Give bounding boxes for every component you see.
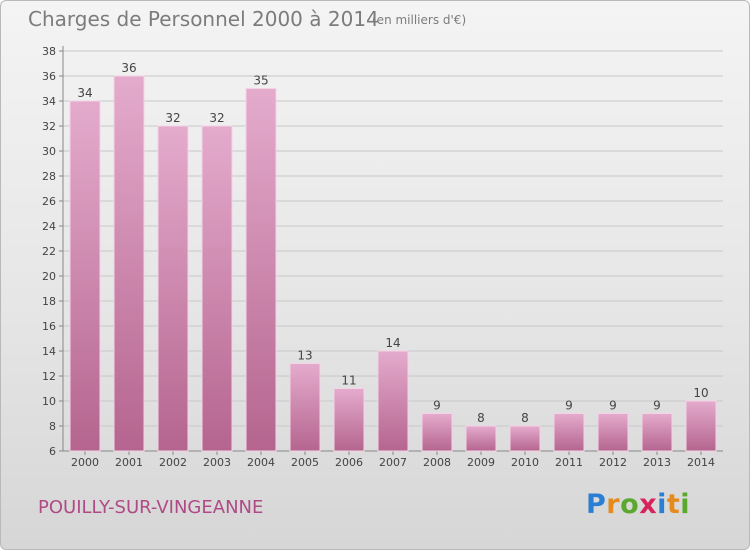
y-tick-label: 12	[42, 370, 56, 383]
x-tick-label: 2012	[599, 456, 627, 469]
bar	[245, 88, 277, 452]
y-tick-label: 36	[42, 70, 56, 83]
x-tick-label: 2007	[379, 456, 407, 469]
value-label: 9	[653, 399, 661, 413]
bar	[333, 388, 365, 452]
bar	[465, 425, 497, 452]
value-label: 9	[609, 399, 617, 413]
y-tick-label: 16	[42, 320, 56, 333]
bar	[553, 413, 585, 452]
value-label: 10	[693, 386, 708, 400]
y-tick-label: 8	[49, 420, 56, 433]
x-tick-label: 2010	[511, 456, 539, 469]
y-tick-label: 10	[42, 395, 56, 408]
value-label: 9	[433, 399, 441, 413]
bar	[685, 400, 717, 452]
value-label: 8	[477, 411, 485, 425]
bar	[421, 413, 453, 452]
value-label: 11	[341, 374, 356, 388]
bar	[289, 363, 321, 452]
value-label: 32	[165, 111, 180, 125]
value-label: 8	[521, 411, 529, 425]
y-tick-label: 20	[42, 270, 56, 283]
x-tick-label: 2006	[335, 456, 363, 469]
y-tick-label: 26	[42, 195, 56, 208]
bars	[69, 75, 717, 452]
y-tick-label: 32	[42, 120, 56, 133]
bar	[201, 125, 233, 452]
x-tick-label: 2014	[687, 456, 715, 469]
labels: 6 8 10 12 14 16 18 20 22 24 26 28 30 32 34 36 38 34 2000 36…	[42, 45, 715, 469]
bar	[641, 413, 673, 452]
x-tick-label: 2005	[291, 456, 319, 469]
x-tick-label: 2001	[115, 456, 143, 469]
logo-letter: x	[639, 489, 658, 520]
commune-name: POUILLY-SUR-VINGEANNE	[38, 497, 264, 518]
proxiti-logo: Proxiti	[586, 489, 690, 520]
logo-letter: P	[586, 489, 607, 520]
y-tick-label: 34	[42, 95, 56, 108]
y-tick-label: 24	[42, 220, 56, 233]
y-tick-label: 22	[42, 245, 56, 258]
y-tick-label: 30	[42, 145, 56, 158]
value-label: 35	[253, 74, 268, 88]
value-label: 13	[297, 349, 312, 363]
bar	[69, 100, 101, 452]
x-tick-label: 2013	[643, 456, 671, 469]
value-label: 32	[209, 111, 224, 125]
bar	[597, 413, 629, 452]
x-tick-label: 2003	[203, 456, 231, 469]
x-tick-label: 2004	[247, 456, 275, 469]
chart-title: Charges de Personnel 2000 à 2014	[28, 7, 379, 31]
y-tick-label: 28	[42, 170, 56, 183]
bar	[509, 425, 541, 452]
x-tick-label: 2008	[423, 456, 451, 469]
bar	[377, 350, 409, 452]
value-label: 36	[121, 61, 136, 75]
y-tick-label: 14	[42, 345, 56, 358]
value-label: 14	[385, 336, 400, 350]
y-tick-label: 38	[42, 45, 56, 58]
x-tick-label: 2011	[555, 456, 583, 469]
value-label: 9	[565, 399, 573, 413]
y-tick-label: 18	[42, 295, 56, 308]
value-label: 34	[77, 86, 92, 100]
logo-letter: i	[657, 489, 667, 520]
logo-letter: o	[620, 489, 640, 520]
bar	[157, 125, 189, 452]
y-tick-label: 6	[49, 445, 56, 458]
bar	[113, 75, 145, 452]
chart-subtitle: (en milliers d'€)	[372, 13, 467, 27]
x-tick-label: 2000	[71, 456, 99, 469]
x-tick-label: 2009	[467, 456, 495, 469]
logo-letter: i	[680, 489, 691, 520]
logo-letter: r	[606, 489, 621, 520]
x-tick-label: 2002	[159, 456, 187, 469]
logo-letter: t	[666, 489, 681, 520]
